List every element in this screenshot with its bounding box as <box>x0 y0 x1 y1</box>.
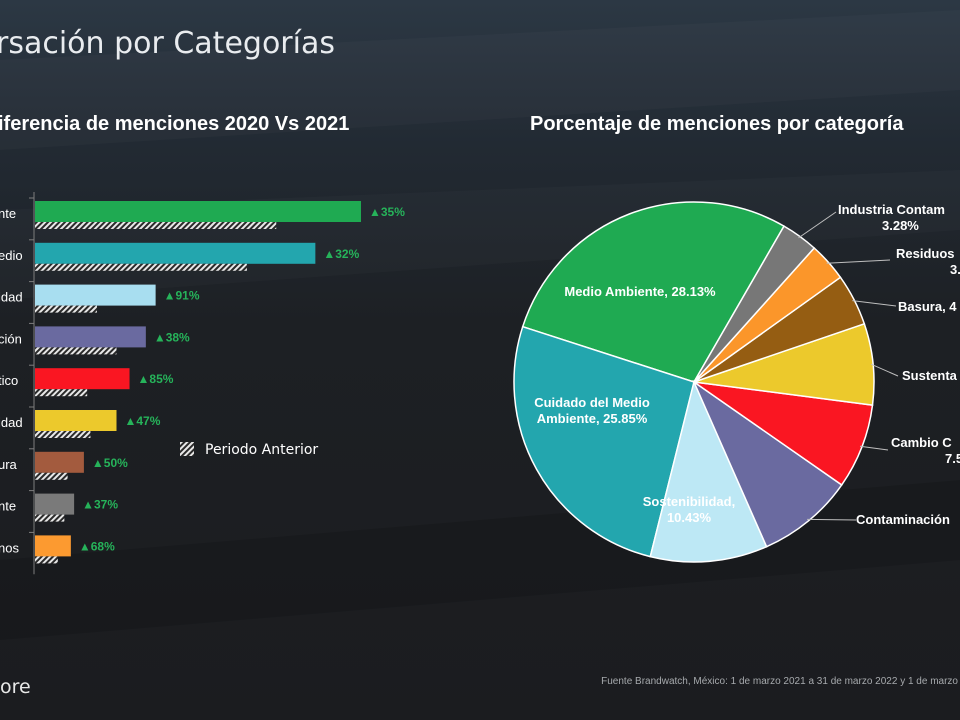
source-note: Fuente Brandwatch, México: 1 de marzo 20… <box>601 676 958 687</box>
legend: Periodo Anterior <box>180 442 318 458</box>
change-label: ▲91% <box>164 289 200 303</box>
leader-line <box>798 211 837 239</box>
pie-chart: Medio Ambiente, 28.13% Cuidado del Medio A… <box>513 201 960 563</box>
bar-current <box>35 201 361 222</box>
pie-chart-title: Porcentaje de menciones por categoría <box>530 113 904 135</box>
slice-label: Basura, 4 <box>898 299 957 314</box>
leader-line <box>870 363 899 377</box>
bar-previous <box>35 472 68 480</box>
category-label: ción <box>0 331 22 346</box>
pie-slice <box>521 201 786 383</box>
bar-previous <box>35 389 88 397</box>
change-label: ▲37% <box>82 498 118 512</box>
bar-previous <box>35 514 65 522</box>
slice-label: Cuidado del Medio Ambiente, 25.85% <box>534 395 650 426</box>
category-label: nte <box>0 499 16 514</box>
pie-slice <box>692 379 843 548</box>
change-label: ▲38% <box>154 330 190 344</box>
leader-line <box>807 518 857 521</box>
category-label: ura <box>0 457 18 472</box>
bar-previous <box>35 347 117 355</box>
change-label: ▲35% <box>369 205 405 219</box>
pie-slice <box>513 325 695 558</box>
bar-chart: nte ▲35% edio ▲32% idad ▲91% ción ▲38% tico ▲85% i… <box>0 192 405 575</box>
bar-current <box>35 368 130 390</box>
category-label: tico <box>0 373 18 388</box>
slice-label: Sostenibilidad, 10.43% <box>643 494 735 525</box>
change-label: ▲50% <box>92 456 128 470</box>
bar-current <box>35 326 146 348</box>
leader-line <box>859 445 889 451</box>
leader-line <box>852 300 897 307</box>
bar-previous <box>35 556 58 564</box>
bar-previous <box>35 222 277 229</box>
page-title: rsación por Categorías <box>0 26 335 61</box>
pie-slice <box>693 225 816 383</box>
category-label: nte <box>0 206 16 221</box>
change-label: ▲32% <box>323 247 359 261</box>
bar-previous <box>35 431 91 438</box>
bar-current <box>35 535 71 557</box>
category-label: nos <box>0 540 19 555</box>
leader-line <box>826 259 891 264</box>
category-label: idad <box>0 415 23 430</box>
pie-slice <box>649 379 768 563</box>
bar-current <box>35 242 316 264</box>
bar-current <box>35 493 75 515</box>
slice-label: Sustenta <box>902 368 958 383</box>
bar-current <box>35 284 156 306</box>
bar-chart-title: iferencia de menciones 2020 Vs 2021 <box>0 113 350 135</box>
legend-label: Periodo Anterior <box>205 442 318 458</box>
change-label: ▲85% <box>138 372 174 386</box>
change-label: ▲47% <box>125 414 161 428</box>
bar-current <box>35 410 117 431</box>
bar-previous <box>35 305 97 313</box>
bar-previous <box>35 263 247 271</box>
slice-label: Industria Contam 3.28% <box>838 202 945 233</box>
slice-label: Medio Ambiente, 28.13% <box>564 284 716 299</box>
slice-label: Cambio C7.58 <box>891 435 960 466</box>
slice-label: Contaminación <box>856 512 950 527</box>
change-label: ▲68% <box>79 539 115 553</box>
bar-current <box>35 451 84 473</box>
legend-swatch <box>180 442 194 456</box>
footer-logo: ore <box>0 676 31 698</box>
category-label: edio <box>0 248 23 263</box>
category-label: idad <box>0 290 23 305</box>
